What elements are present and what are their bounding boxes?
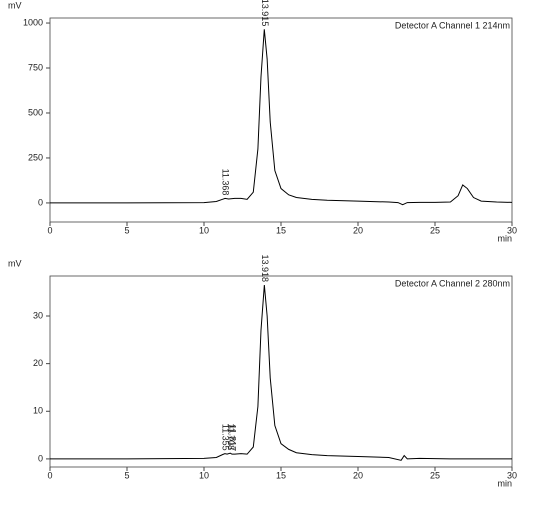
x-tick-label: 25 — [430, 225, 440, 235]
x-axis-label: min — [497, 233, 512, 243]
y-axis-label: mV — [8, 0, 22, 10]
y-axis-label: mV — [8, 258, 22, 268]
plot-frame — [49, 17, 513, 223]
y-tick-label: 10 — [33, 406, 43, 416]
y-tick-label: 0 — [38, 197, 43, 207]
x-tick-label: 0 — [47, 225, 52, 235]
detector-annotation: Detector A Channel 1 214nm — [395, 20, 510, 30]
x-tick-label: 0 — [47, 470, 52, 480]
y-tick-label: 750 — [28, 62, 43, 72]
x-tick-label: 5 — [124, 225, 129, 235]
x-tick-label: 25 — [430, 470, 440, 480]
x-tick-label: 5 — [124, 470, 129, 480]
peak-label: 11.355 — [220, 424, 230, 451]
trace — [50, 29, 513, 206]
y-tick-label: 0 — [38, 453, 43, 463]
peak-label: 11.708 — [226, 423, 236, 450]
x-tick-label: 15 — [276, 470, 286, 480]
plot-frame — [49, 275, 513, 468]
x-tick-label: 10 — [199, 225, 209, 235]
y-tick-label: 30 — [33, 310, 43, 320]
y-tick-label: 500 — [28, 107, 43, 117]
y-tick-label: 1000 — [23, 17, 43, 27]
detector-annotation: Detector A Channel 2 280nm — [395, 278, 510, 288]
y-tick-label: 20 — [33, 358, 43, 368]
x-tick-label: 20 — [353, 470, 363, 480]
peak-label: 13.918 — [260, 255, 270, 283]
x-tick-label: 20 — [353, 225, 363, 235]
x-axis-label: min — [497, 478, 512, 488]
trace — [50, 285, 512, 461]
peak-label: 13.915 — [260, 0, 270, 26]
x-tick-label: 30 — [507, 225, 517, 235]
y-tick-label: 250 — [28, 152, 43, 162]
x-tick-label: 10 — [199, 470, 209, 480]
peak-label: 11.817 — [228, 424, 238, 451]
peak-label: 11.368 — [221, 169, 231, 196]
x-tick-label: 15 — [276, 225, 286, 235]
x-tick-label: 30 — [507, 470, 517, 480]
